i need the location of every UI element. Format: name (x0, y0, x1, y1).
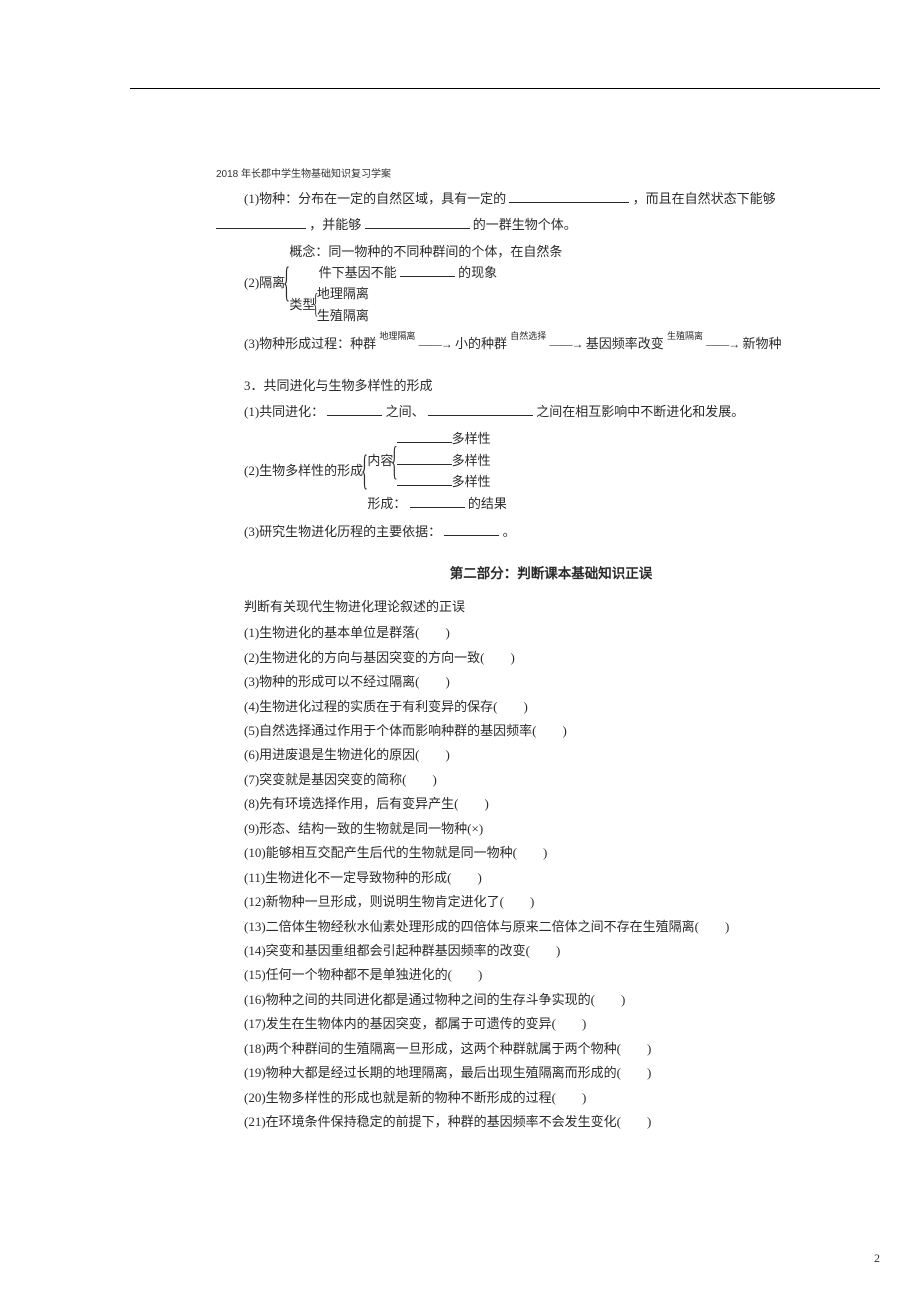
brace-icon: { (391, 441, 398, 481)
label: (2)隔离 (244, 271, 285, 295)
tf-item: (20)生物多样性的形成也就是新的物种不断形成的过程( ) (244, 1086, 886, 1110)
tf-item: (6)用进废退是生物进化的原因( ) (244, 743, 886, 767)
blank (428, 403, 533, 416)
blank (397, 473, 452, 486)
text: 的现象 (458, 265, 497, 280)
tf-item: (15)任何一个物种都不是单独进化的( ) (244, 963, 886, 987)
part2-title: 第二部分：判断课本基础知识正误 (216, 562, 886, 587)
content-nested: 内容 { 多样性 多样性 多样性 (367, 428, 507, 492)
text: 的结果 (468, 496, 507, 511)
text: 新物种 (743, 336, 782, 351)
arrow-icon: ――→ (549, 337, 582, 351)
text: 的一群生物个体。 (473, 217, 577, 232)
text: 基因频率改变 (586, 336, 664, 351)
tf-item: (10)能够相互交配产生后代的生物就是同一物种( ) (244, 841, 886, 865)
tf-item: (16)物种之间的共同进化都是通过物种之间的生存斗争实现的( ) (244, 988, 886, 1012)
blank (410, 495, 465, 508)
form-line: 形成： 的结果 (367, 493, 507, 514)
brace-content: 概念：同一物种的不同种群间的个体，在自然条 概念 件下基因不能 的现象 类型 {… (289, 241, 562, 327)
text: ，而且在自然状态下能够 (633, 191, 776, 206)
type-b: 生殖隔离 (317, 305, 369, 326)
tf-item: (11)生物进化不一定导致物种的形成( ) (244, 866, 886, 890)
part2-intro: 判断有关现代生物进化理论叙述的正误 (216, 595, 886, 619)
top-rule (130, 88, 880, 89)
div-row: 多样性 (397, 471, 491, 492)
text: (3)物种形成过程：种群 (244, 336, 376, 351)
sup: 生殖隔离 (667, 331, 703, 341)
text: 多样性 (452, 431, 491, 446)
text: 多样性 (452, 474, 491, 489)
text: (1)物种：分布在一定的自然区域，具有一定的 (244, 191, 506, 206)
tf-item: (21)在环境条件保持稳定的前提下，种群的基因频率不会发生变化( ) (244, 1110, 886, 1134)
header-note: 2018 年长郡中学生物基础知识复习学案 (216, 166, 886, 185)
blank (397, 430, 452, 443)
blank (400, 264, 455, 277)
text: (1)共同进化： (244, 404, 324, 419)
type-nested: 类型 { 地理隔离 生殖隔离 (289, 283, 562, 326)
tf-item: (1)生物进化的基本单位是群落( ) (244, 621, 886, 645)
arrow-icon: ――→ (706, 337, 739, 351)
tf-item: (2)生物进化的方向与基因突变的方向一致( ) (244, 646, 886, 670)
coevolution-def: (1)共同进化： 之间、 之间在相互影响中不断进化和发展。 (216, 400, 886, 424)
tf-item: (3)物种的形成可以不经过隔离( ) (244, 670, 886, 694)
text: 形成： (367, 496, 406, 511)
text: (3)研究生物进化历程的主要依据： (244, 524, 441, 539)
arrow-icon: ――→ (419, 337, 452, 351)
type-label: 类型 (289, 294, 315, 315)
tf-item: (13)二倍体生物经秋水仙素处理形成的四倍体与原来二倍体之间不存在生殖隔离( ) (244, 915, 886, 939)
div-row: 多样性 (397, 450, 491, 471)
content-label: 内容 (367, 450, 393, 471)
tf-item: (12)新物种一旦形成，则说明生物肯定进化了( ) (244, 890, 886, 914)
sup: 自然选择 (510, 331, 546, 341)
brace-icon: { (283, 262, 290, 304)
text: 之间、 (386, 404, 425, 419)
tf-item: (18)两个种群间的生殖隔离一旦形成，这两个种群就属于两个物种( ) (244, 1037, 886, 1061)
tf-item: (19)物种大都是经过长期的地理隔离，最后出现生殖隔离而形成的( ) (244, 1061, 886, 1085)
tf-item: (8)先有环境选择作用，后有变异产生( ) (244, 792, 886, 816)
text: 。 (503, 524, 516, 539)
text: 多样性 (452, 453, 491, 468)
blank (397, 452, 452, 465)
type-a: 地理隔离 (317, 283, 369, 304)
tf-item: (4)生物进化过程的实质在于有利变异的保存( ) (244, 695, 886, 719)
concept-line1: 概念：同一物种的不同种群间的个体，在自然条 (289, 241, 562, 262)
concept-line2: 概念 件下基因不能 的现象 (289, 262, 562, 283)
true-false-list: (1)生物进化的基本单位是群落( ) (2)生物进化的方向与基因突变的方向一致(… (216, 621, 886, 1134)
brace-icon: { (361, 450, 368, 492)
type-content: 地理隔离 生殖隔离 (317, 283, 369, 326)
page-number: 2 (874, 1251, 880, 1266)
speciation-process: (3)物种形成过程：种群 地理隔离 ――→ 小的种群 自然选择 ――→ 基因频率… (216, 332, 886, 356)
species-definition-line2: ，并能够 的一群生物个体。 (216, 213, 886, 237)
label: (2)生物多样性的形成 (244, 459, 363, 483)
div-row: 多样性 (397, 428, 491, 449)
tf-item: (7)突变就是基因突变的简称( ) (244, 768, 886, 792)
blank (509, 190, 629, 203)
text: 小的种群 (455, 336, 507, 351)
brace-content: 内容 { 多样性 多样性 多样性 形成： 的结果 (367, 428, 507, 514)
coevolution-heading: 3．共同进化与生物多样性的形成 (216, 374, 886, 398)
tf-item: (5)自然选择通过作用于个体而影响种群的基因频率( ) (244, 719, 886, 743)
species-definition: (1)物种：分布在一定的自然区域，具有一定的 ，而且在自然状态下能够 (216, 187, 886, 211)
blank (327, 403, 382, 416)
blank (365, 216, 470, 229)
text: 之间在相互影响中不断进化和发展。 (536, 404, 744, 419)
blank (444, 523, 499, 536)
brace-icon: { (313, 291, 318, 319)
tf-item: (14)突变和基因重组都会引起种群基因频率的改变( ) (244, 939, 886, 963)
isolation-brace: (2)隔离 { 概念：同一物种的不同种群间的个体，在自然条 概念 件下基因不能 … (216, 241, 886, 327)
blank (216, 216, 306, 229)
tf-item: (9)形态、结构一致的生物就是同一物种(×) (244, 817, 886, 841)
sup: 地理隔离 (379, 331, 415, 341)
evidence-line: (3)研究生物进化历程的主要依据： 。 (216, 520, 886, 544)
page-content: 2018 年长郡中学生物基础知识复习学案 (1)物种：分布在一定的自然区域，具有… (216, 166, 886, 1134)
text: ，并能够 (309, 217, 361, 232)
tf-item: (17)发生在生物体内的基因突变，都属于可遗传的变异( ) (244, 1012, 886, 1036)
text: 件下基因不能 (319, 265, 397, 280)
biodiversity-brace: (2)生物多样性的形成 { 内容 { 多样性 多样性 多样性 形成： 的结果 (216, 428, 886, 514)
diversity-list: 多样性 多样性 多样性 (397, 428, 491, 492)
